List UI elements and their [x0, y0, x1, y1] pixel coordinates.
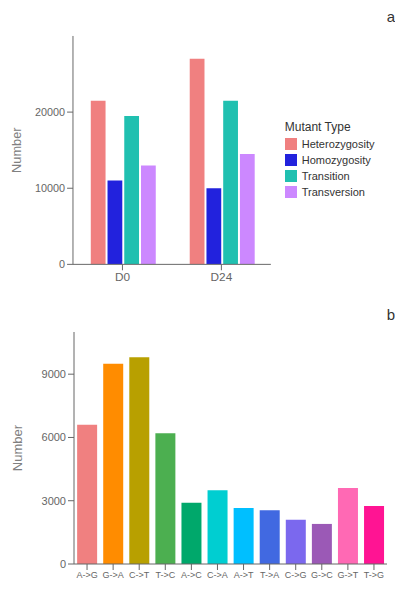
svg-text:9000: 9000 — [42, 368, 66, 380]
svg-text:D24: D24 — [211, 270, 233, 284]
svg-text:A->T: A->T — [234, 570, 254, 580]
html-text:Heterozygosity: Heterozygosity — [301, 138, 375, 150]
html-text:b: b — [386, 306, 395, 323]
svg-text:A->C: A->C — [181, 570, 202, 580]
svg-text:C->T: C->T — [129, 570, 150, 580]
svg-text:T->C: T->C — [155, 570, 175, 580]
svg-text:0: 0 — [59, 258, 65, 270]
svg-text:3000: 3000 — [42, 495, 66, 507]
svg-text:G->A: G->A — [102, 570, 123, 580]
svg-text:D0: D0 — [115, 270, 131, 284]
html-text:a: a — [386, 8, 395, 25]
html-text:Transversion: Transversion — [301, 186, 365, 198]
svg-text:Number: Number — [10, 424, 25, 471]
svg-text:C->G: C->G — [285, 570, 307, 580]
svg-text:20000: 20000 — [35, 106, 65, 118]
svg-text:10000: 10000 — [35, 182, 65, 194]
svg-text:G->C: G->C — [311, 570, 333, 580]
svg-text:T->G: T->G — [364, 570, 384, 580]
svg-text:0: 0 — [60, 558, 66, 570]
svg-text:T->A: T->A — [260, 570, 279, 580]
html-text:Homozygosity: Homozygosity — [301, 154, 371, 166]
svg-text:6000: 6000 — [42, 431, 66, 443]
html-text:Transition: Transition — [301, 170, 350, 182]
html-text:Mutant Type: Mutant Type — [284, 120, 351, 134]
svg-text:Number: Number — [9, 127, 24, 173]
svg-text:G->T: G->T — [337, 570, 358, 580]
svg-text:C->A: C->A — [207, 570, 228, 580]
svg-text:A->G: A->G — [76, 570, 97, 580]
